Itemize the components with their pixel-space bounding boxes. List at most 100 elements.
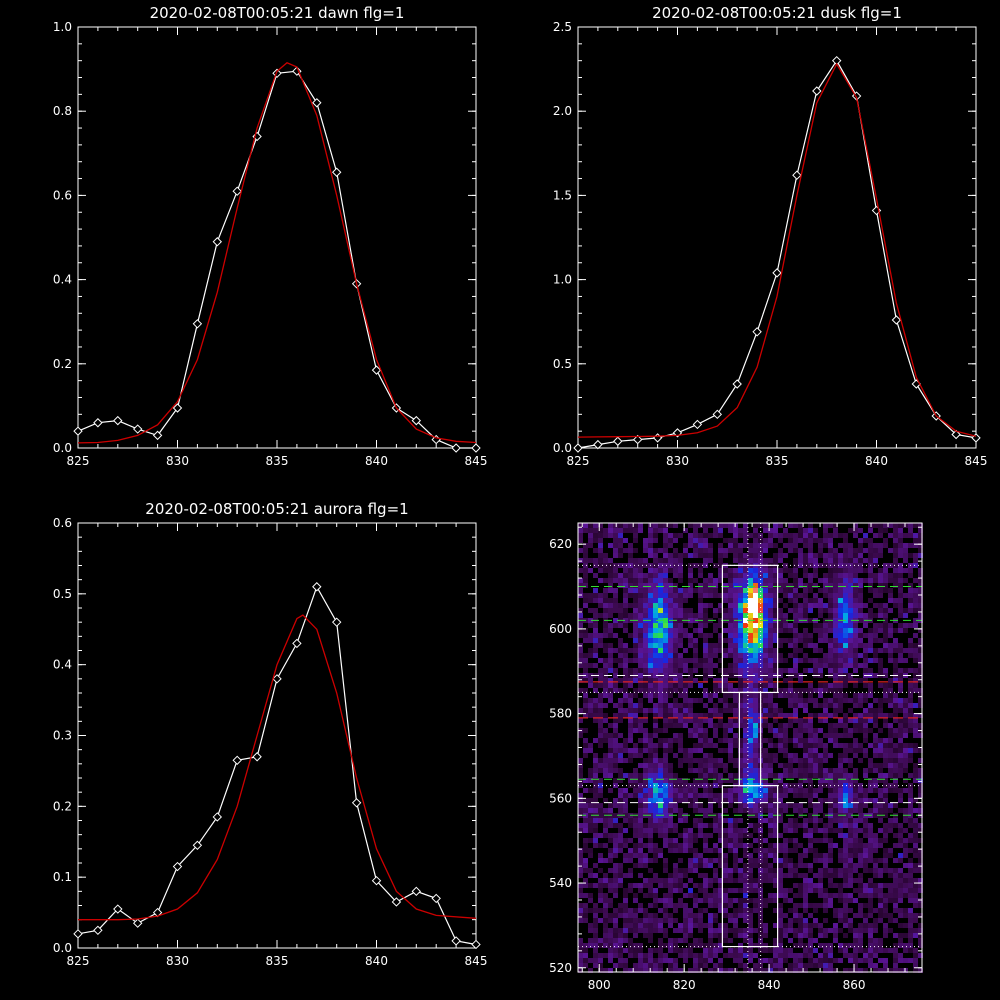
data-point — [73, 929, 83, 939]
y-tick-label: 0.5 — [553, 357, 572, 371]
data-point — [93, 925, 103, 935]
data-point — [312, 582, 322, 592]
data-point — [732, 379, 742, 389]
data-point — [232, 186, 242, 196]
chart-title: 2020-02-08T00:05:21 dusk flg=1 — [652, 4, 902, 22]
data-point — [113, 415, 123, 426]
x-tick-label: 860 — [843, 978, 866, 992]
y-tick-label: 1.5 — [553, 188, 572, 202]
data-point — [772, 268, 782, 278]
data-point — [712, 409, 723, 420]
y-tick-label: 620 — [549, 537, 572, 551]
y-tick-label: 560 — [549, 791, 572, 805]
y-tick-label: 1.0 — [553, 273, 572, 287]
data-point — [613, 436, 623, 446]
y-tick-label: 0.2 — [53, 799, 72, 813]
y-tick-label: 1.0 — [53, 20, 72, 34]
data-point — [451, 936, 461, 946]
x-tick-label: 840 — [758, 978, 781, 992]
data-point — [391, 897, 402, 907]
chart-panel-0: 2020-02-08T00:05:21 dawn flg=1 825 830 835 8… — [53, 4, 488, 468]
data-point — [172, 861, 183, 872]
x-tick-label: 845 — [465, 954, 488, 968]
data-point — [272, 674, 282, 684]
x-tick-label: 830 — [166, 454, 189, 468]
y-tick-label: 0.6 — [53, 516, 72, 530]
chart-title: 2020-02-08T00:05:21 aurora flg=1 — [145, 500, 408, 518]
x-tick-label: 840 — [365, 954, 388, 968]
y-tick-label: 0.0 — [553, 441, 572, 455]
y-tick-label: 2.0 — [553, 104, 572, 118]
data-point — [632, 434, 643, 445]
y-tick-label: 600 — [549, 622, 572, 636]
data-point — [212, 237, 223, 247]
fit-curve — [77, 62, 477, 444]
chart-title: 2020-02-08T00:05:21 dawn flg=1 — [150, 4, 405, 22]
data-point — [152, 430, 163, 441]
data-point — [351, 798, 362, 808]
fit-curve — [577, 62, 977, 438]
data-point — [471, 443, 481, 453]
data-point — [212, 812, 223, 822]
data-point — [292, 638, 302, 649]
heatmap-image — [578, 523, 923, 973]
y-tick-label: 580 — [549, 707, 572, 721]
y-tick-label: 0.0 — [53, 441, 72, 455]
x-tick-label: 845 — [465, 454, 488, 468]
data-point — [692, 419, 703, 430]
y-tick-label: 0.6 — [53, 188, 72, 202]
data-point — [172, 403, 183, 413]
data-point — [573, 443, 583, 453]
x-tick-label: 835 — [266, 454, 289, 468]
x-tick-label: 835 — [266, 954, 289, 968]
data-point — [192, 319, 203, 329]
x-tick-label: 825 — [67, 454, 90, 468]
data-point — [132, 424, 143, 434]
data-point — [951, 429, 961, 440]
data-point — [252, 752, 262, 762]
data-point — [331, 617, 342, 627]
chart-panel-3: 800 820 840 860 520 540 560 580 600 620 — [549, 522, 923, 992]
y-tick-label: 540 — [549, 876, 572, 890]
data-point — [812, 86, 822, 96]
data-point — [113, 904, 123, 914]
data-point — [891, 315, 902, 325]
x-tick-label: 825 — [67, 954, 90, 968]
y-tick-label: 520 — [549, 961, 572, 975]
y-tick-label: 0.1 — [53, 870, 72, 884]
x-tick-label: 830 — [666, 454, 689, 468]
y-tick-label: 0.4 — [53, 273, 72, 287]
y-tick-label: 0.4 — [53, 658, 72, 672]
data-point — [431, 893, 441, 904]
x-tick-label: 840 — [865, 454, 888, 468]
data-point — [593, 439, 603, 450]
data-point — [192, 840, 203, 850]
y-tick-label: 2.5 — [553, 20, 572, 34]
x-tick-label: 840 — [365, 454, 388, 468]
x-tick-label: 830 — [166, 954, 189, 968]
y-tick-label: 0.8 — [53, 104, 72, 118]
data-point — [451, 443, 461, 453]
data-point — [371, 365, 382, 375]
data-point — [232, 755, 242, 765]
y-tick-label: 0.3 — [53, 729, 72, 743]
heatmap-overlays — [578, 523, 922, 972]
data-point — [331, 167, 342, 177]
x-tick-label: 845 — [965, 454, 988, 468]
x-tick-label: 820 — [673, 978, 696, 992]
data-point — [411, 415, 422, 426]
data-point — [411, 886, 422, 897]
chart-panel-2: 2020-02-08T00:05:21 aurora flg=1 825 830 83… — [53, 500, 488, 968]
data-point — [371, 876, 382, 886]
data-point — [93, 418, 103, 428]
x-tick-label: 800 — [588, 978, 611, 992]
x-tick-label: 825 — [567, 454, 590, 468]
chart-panel-1: 2020-02-08T00:05:21 dusk flg=1 825 830 835 8… — [553, 4, 988, 468]
y-tick-label: 0.0 — [53, 941, 72, 955]
data-point — [73, 426, 83, 436]
data-point — [752, 327, 762, 337]
data-point — [471, 939, 481, 950]
region-box — [721, 785, 779, 948]
fit-curve — [78, 614, 477, 921]
